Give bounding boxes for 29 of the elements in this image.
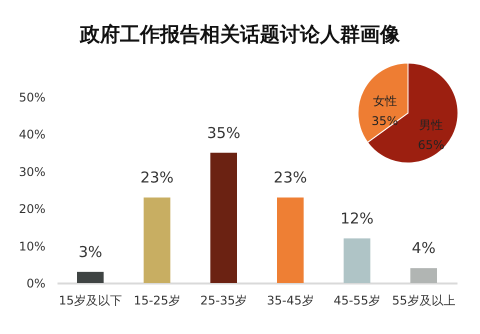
data-label: 23% — [274, 168, 308, 186]
x-tick-label: 45-55岁 — [334, 294, 380, 308]
data-label: 35% — [206, 124, 240, 142]
bar — [277, 197, 304, 283]
bar — [77, 272, 104, 283]
data-label: 23% — [140, 168, 174, 186]
data-label: 12% — [340, 209, 374, 228]
slice-label: 男性 — [419, 118, 444, 132]
chart-title: 政府工作报告相关话题讨论人群画像 — [79, 22, 401, 46]
data-label: 35% — [372, 114, 398, 128]
x-tick-label: 25-35岁 — [200, 294, 248, 308]
x-tick-label: 15-25岁 — [134, 294, 180, 308]
y-tick-label: 40% — [18, 128, 46, 142]
x-tick-label: 15岁及以下 — [58, 294, 122, 308]
slice-label: 女性 — [372, 94, 397, 108]
data-label: 4% — [412, 239, 436, 258]
bar — [344, 238, 370, 283]
x-tick-label: 55岁及以上 — [392, 294, 456, 308]
bar — [210, 152, 237, 283]
data-label: 65% — [418, 138, 444, 152]
x-tick-label: 35-45岁 — [266, 294, 314, 308]
bar — [410, 268, 437, 283]
y-tick-label: 0% — [26, 276, 46, 290]
data-label: 3% — [78, 242, 102, 261]
y-tick-label: 50% — [18, 90, 46, 104]
y-tick-label: 30% — [18, 164, 46, 179]
y-tick-label: 10% — [18, 239, 46, 254]
y-tick-label: 20% — [18, 202, 46, 216]
bar — [144, 197, 170, 283]
